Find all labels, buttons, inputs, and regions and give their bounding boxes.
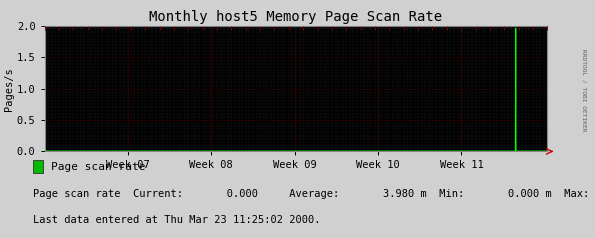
Title: Monthly host5 Memory Page Scan Rate: Monthly host5 Memory Page Scan Rate bbox=[149, 10, 443, 24]
Y-axis label: Pages/s: Pages/s bbox=[4, 67, 14, 110]
Text: Page scan rate  Current:       0.000     Average:       3.980 m  Min:       0.00: Page scan rate Current: 0.000 Average: 3… bbox=[33, 189, 595, 199]
Text: RRDTOOL / TOBI OETIKER: RRDTOOL / TOBI OETIKER bbox=[582, 49, 587, 132]
Text: Page scan rate: Page scan rate bbox=[51, 162, 145, 172]
Text: Last data entered at Thu Mar 23 11:25:02 2000.: Last data entered at Thu Mar 23 11:25:02… bbox=[33, 215, 320, 225]
